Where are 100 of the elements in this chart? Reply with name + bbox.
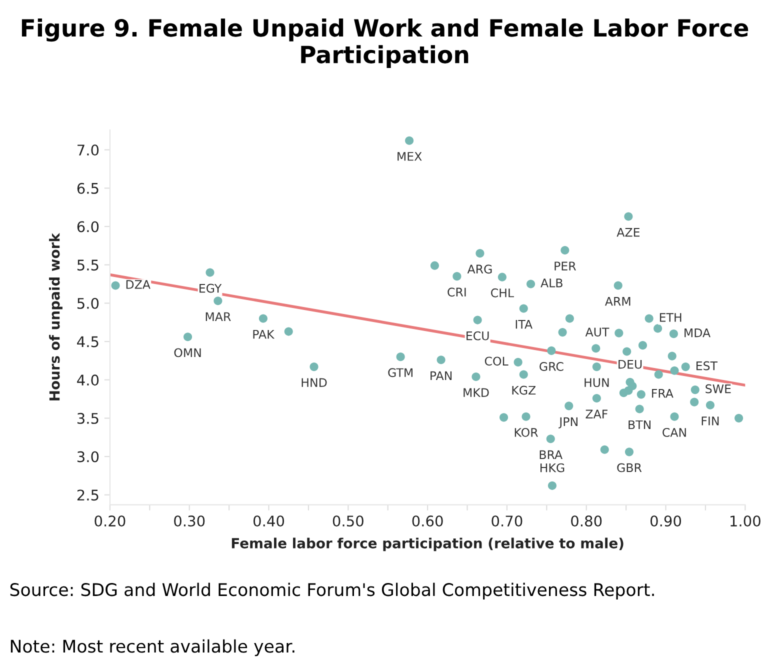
point xyxy=(734,414,744,422)
point xyxy=(522,412,530,421)
annotation: DZA xyxy=(126,280,150,289)
annotation: CAN xyxy=(662,428,686,437)
point xyxy=(614,328,624,338)
point xyxy=(206,268,214,277)
x-tick-label: 0.30 xyxy=(174,516,205,527)
point xyxy=(452,272,462,281)
annotation: FRA xyxy=(652,389,674,398)
annotation: FIN xyxy=(702,416,719,426)
x-tick-label: 1.00 xyxy=(730,516,760,527)
y-tick-label: 6.0 xyxy=(77,221,99,232)
source-note: Source: SDG and World Economic Forum's Global Competitiveness Report. xyxy=(10,582,654,600)
y-tick-label: 4.0 xyxy=(77,374,99,386)
annotation: GTM xyxy=(388,368,412,378)
annotation: JPN xyxy=(558,417,578,428)
point xyxy=(560,246,570,255)
point xyxy=(654,370,663,379)
annotation: PAN xyxy=(430,371,452,380)
point xyxy=(670,366,679,375)
point xyxy=(500,413,508,422)
point xyxy=(600,445,609,454)
annotation: BTN xyxy=(628,420,650,430)
annotation: MEX xyxy=(398,152,422,161)
y-tick-label: 6.5 xyxy=(77,182,98,194)
point xyxy=(472,372,480,382)
annotation: ETH xyxy=(660,313,682,322)
annotation: GBR xyxy=(617,463,642,472)
y-tick-label: 5.0 xyxy=(77,298,99,309)
x-axis-title: Female labor force participation (relative to male) xyxy=(232,538,624,552)
point xyxy=(669,330,678,338)
point xyxy=(547,346,556,355)
x-tick-label: 0.20 xyxy=(94,516,126,527)
point xyxy=(284,327,293,336)
point xyxy=(624,212,633,221)
annotation: MDA xyxy=(684,328,710,338)
annotation: HUN xyxy=(584,378,609,388)
point xyxy=(706,400,715,410)
x-tick-label: 0.90 xyxy=(650,516,682,527)
x-tick-label: 0.40 xyxy=(253,516,284,527)
point xyxy=(619,388,628,398)
y-tick-label: 4.5 xyxy=(77,336,98,348)
y-tick-label: 2.5 xyxy=(77,490,98,501)
point xyxy=(526,280,536,288)
point xyxy=(690,386,700,394)
point xyxy=(670,412,679,421)
annotation: PAK xyxy=(253,330,275,339)
point xyxy=(111,281,120,290)
point xyxy=(405,136,414,145)
x-tick-label: 0.60 xyxy=(412,516,443,527)
y-tick-label: 5.5 xyxy=(77,260,98,271)
annotation: ITA xyxy=(516,320,532,329)
point xyxy=(498,272,506,282)
annotation: ARG xyxy=(467,264,492,274)
point xyxy=(546,434,555,444)
annotation: ECU xyxy=(466,331,489,340)
point xyxy=(668,352,676,360)
point xyxy=(514,358,522,366)
annotation: ZAF xyxy=(586,410,608,418)
point xyxy=(396,352,405,362)
point xyxy=(476,249,484,258)
point xyxy=(624,448,634,456)
x-tick-label: 0.70 xyxy=(492,516,522,527)
annotation: DEU xyxy=(618,360,642,369)
annotation: EGY xyxy=(200,284,222,293)
annotation: AUT xyxy=(585,328,610,336)
annotation: PER xyxy=(554,262,576,270)
point xyxy=(436,356,446,364)
y-tick-label: 3.5 xyxy=(77,412,98,424)
point xyxy=(548,481,556,490)
annotation: KGZ xyxy=(512,386,536,395)
x-tick-label: 0.50 xyxy=(332,516,364,527)
point xyxy=(258,314,268,323)
point xyxy=(519,304,528,313)
y-tick-label: 7.0 xyxy=(78,144,99,156)
chart-title: Figure 9. Female Unpaid Work and Female Labor Force Participation xyxy=(22,18,748,68)
y-axis-title: Hours of unpaid work xyxy=(49,232,62,400)
y-tick-label: 3.0 xyxy=(77,451,99,462)
annotation: COL xyxy=(484,356,508,366)
point xyxy=(310,362,318,372)
annotation: GRC xyxy=(540,362,564,371)
annotation: SWE xyxy=(706,384,731,394)
annotation: OMN xyxy=(174,348,201,358)
point xyxy=(622,347,632,356)
point xyxy=(638,341,648,350)
annotation: MAR xyxy=(206,312,231,321)
point xyxy=(473,316,482,324)
annotation: KOR xyxy=(514,428,538,437)
annotation: AZE xyxy=(616,228,640,237)
annotation: ARM xyxy=(604,297,630,306)
point xyxy=(635,404,644,414)
point xyxy=(654,324,662,333)
annotation: BRA xyxy=(540,450,562,459)
point xyxy=(565,314,574,323)
annotation: CRI xyxy=(448,288,466,297)
x-tick-label: 0.80 xyxy=(571,516,602,527)
point xyxy=(681,362,690,372)
annotation: HND xyxy=(302,378,327,387)
point xyxy=(592,344,600,353)
point xyxy=(592,362,601,372)
